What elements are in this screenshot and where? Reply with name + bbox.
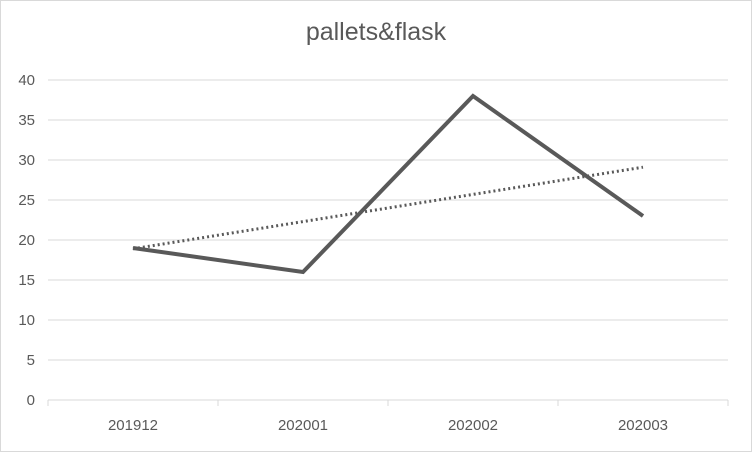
y-axis-tick-labels: 0 5 10 15 20 25 30 35 40 xyxy=(18,72,35,409)
x-tick-label: 202002 xyxy=(448,417,498,434)
y-tick-label: 20 xyxy=(18,232,35,249)
y-tick-label: 35 xyxy=(18,112,35,129)
y-tick-label: 10 xyxy=(18,312,35,329)
y-tick-label: 25 xyxy=(18,192,35,209)
series-line xyxy=(132,93,645,275)
y-tick-label: 0 xyxy=(27,392,35,409)
y-tick-label: 5 xyxy=(27,352,35,369)
gridlines xyxy=(48,79,728,361)
x-tick-label: 202003 xyxy=(618,417,668,434)
x-axis xyxy=(47,399,729,406)
chart-title: pallets&flask xyxy=(305,18,447,46)
y-tick-label: 30 xyxy=(18,152,35,169)
x-axis-tick-labels: 201912 202001 202002 202003 xyxy=(108,417,668,434)
series-group xyxy=(132,93,645,275)
y-tick-label: 15 xyxy=(18,272,35,289)
x-tick-label: 201912 xyxy=(108,417,158,434)
trendline-group xyxy=(132,165,644,251)
y-tick-label: 40 xyxy=(18,72,35,89)
x-tick-label: 202001 xyxy=(278,417,328,434)
trendline xyxy=(132,165,644,251)
